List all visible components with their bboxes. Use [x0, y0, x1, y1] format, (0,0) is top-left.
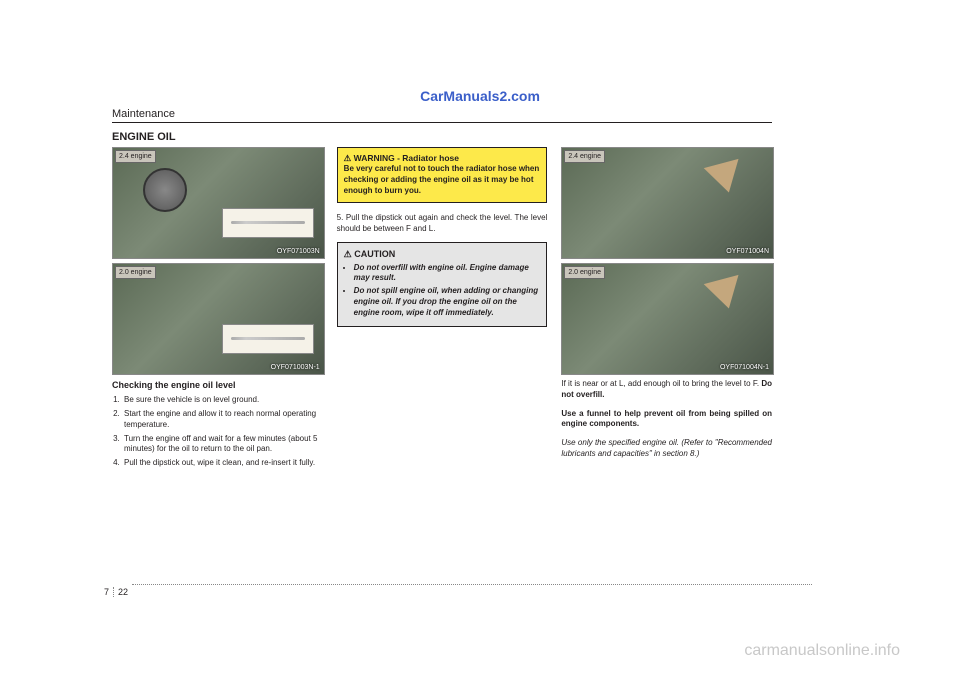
- caution-list: Do not overfill with engine oil. Engine …: [344, 263, 541, 319]
- dipstick-callout: [222, 208, 314, 238]
- section-title: ENGINE OIL: [112, 131, 772, 143]
- page-no: 22: [114, 587, 128, 597]
- step-5-text: 5. Pull the dipstick out again and check…: [337, 213, 548, 235]
- warning-title: WARNING - Radiator hose: [344, 153, 541, 164]
- manual-page: Maintenance ENGINE OIL 2.4 engine OYF071…: [112, 108, 772, 583]
- watermark-bottom: carmanualsonline.info: [744, 642, 900, 660]
- column-1: 2.4 engine OYF071003N 2.0 engine OYF0710…: [112, 147, 323, 472]
- image-code: OYF071003N-1: [271, 363, 320, 372]
- warning-body: Be very careful not to touch the radiato…: [344, 164, 541, 196]
- footer-dotted-line: [132, 584, 812, 585]
- overfill-text: If it is near or at L, add enough oil to…: [561, 379, 772, 401]
- image-tag: 2.0 engine: [115, 266, 156, 279]
- steps-list: Be sure the vehicle is on level ground. …: [112, 395, 323, 469]
- warning-box: WARNING - Radiator hose Be very careful …: [337, 147, 548, 203]
- image-code: OYF071004N-1: [720, 363, 769, 372]
- subheading-checking-oil: Checking the engine oil level: [112, 379, 323, 391]
- step-item: Turn the engine off and wait for a few m…: [122, 434, 323, 456]
- chapter-number: 7: [104, 587, 114, 597]
- oil-cap-graphic: [143, 168, 187, 212]
- caution-item: Do not overfill with engine oil. Engine …: [354, 263, 541, 285]
- funnel-graphic: [704, 275, 747, 313]
- step-item: Be sure the vehicle is on level ground.: [122, 395, 323, 406]
- funnel-graphic: [704, 159, 747, 197]
- content-columns: 2.4 engine OYF071003N 2.0 engine OYF0710…: [112, 147, 772, 472]
- dipstick-callout: [222, 324, 314, 354]
- spec-oil-text: Use only the specified engine oil. (Refe…: [561, 438, 772, 460]
- image-tag: 2.4 engine: [115, 150, 156, 163]
- caution-item: Do not spill engine oil, when adding or …: [354, 286, 541, 318]
- watermark-top: CarManuals2.com: [420, 88, 540, 104]
- overfill-text-a: If it is near or at L, add enough oil to…: [561, 379, 761, 388]
- column-3: 2.4 engine OYF071004N 2.0 engine OYF0710…: [561, 147, 772, 472]
- image-code: OYF071004N: [726, 247, 769, 256]
- column-2: WARNING - Radiator hose Be very careful …: [337, 147, 548, 472]
- engine-image-20-dipstick: 2.0 engine OYF071003N-1: [112, 263, 325, 375]
- caution-title: CAUTION: [344, 248, 541, 260]
- engine-image-20-fill: 2.0 engine OYF071004N-1: [561, 263, 774, 375]
- page-number: 7 22: [104, 587, 128, 597]
- page-header: Maintenance: [112, 108, 772, 123]
- funnel-text: Use a funnel to help prevent oil from be…: [561, 409, 772, 431]
- step-item: Start the engine and allow it to reach n…: [122, 409, 323, 431]
- image-code: OYF071003N: [277, 247, 320, 256]
- engine-image-24-dipstick: 2.4 engine OYF071003N: [112, 147, 325, 259]
- caution-box: CAUTION Do not overfill with engine oil.…: [337, 242, 548, 326]
- image-tag: 2.0 engine: [564, 266, 605, 279]
- step-item: Pull the dipstick out, wipe it clean, an…: [122, 458, 323, 469]
- engine-image-24-fill: 2.4 engine OYF071004N: [561, 147, 774, 259]
- image-tag: 2.4 engine: [564, 150, 605, 163]
